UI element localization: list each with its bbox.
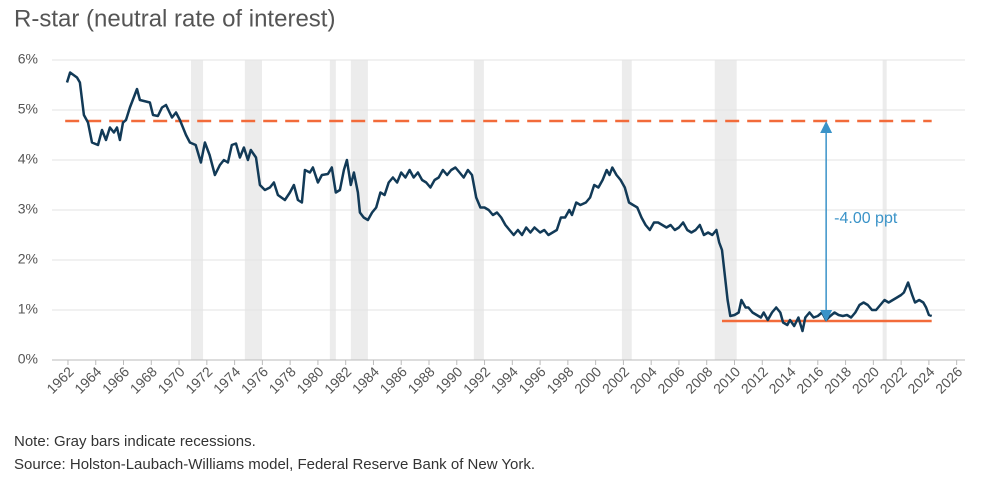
x-tick-label: 1998 [543,363,576,396]
x-tick-label: 1980 [293,363,326,396]
x-tick-label: 2022 [877,363,910,396]
y-tick-label: 3% [18,201,38,217]
arrow-head [820,121,833,133]
x-tick-label: 2012 [738,363,771,396]
arrow-head [820,310,833,322]
y-tick-label: 5% [18,101,38,117]
x-tick-label: 2004 [627,363,660,396]
x-tick-label: 1986 [377,363,410,396]
x-tick-label: 1984 [349,363,382,396]
x-tick-label: 1994 [488,363,521,396]
annotation-label: -4.00 ppt [834,210,898,227]
x-tick-label: 2010 [710,363,743,396]
x-tick-label: 2018 [821,363,854,396]
x-tick-label: 1976 [238,363,271,396]
y-tick-label: 6% [18,51,38,67]
note: Note: Gray bars indicate recessions. [14,433,256,450]
x-tick-label: 1970 [154,363,187,396]
x-tick-label: 1992 [460,363,493,396]
x-tick-label: 1966 [99,363,132,396]
source: Source: Holston-Laubach-Williams model, … [14,456,535,473]
x-tick-label: 1964 [71,363,104,396]
x-tick-label: 1982 [321,363,354,396]
chart-title: R-star (neutral rate of interest) [14,5,335,32]
y-tick-label: 2% [18,251,38,267]
x-tick-label: 2006 [654,363,687,396]
x-tick-label: 1962 [43,363,76,396]
x-tick-label: 1996 [515,363,548,396]
x-tick-label: 2000 [571,363,604,396]
data-line [65,71,933,333]
y-tick-label: 0% [18,351,38,367]
x-tick-label: 1978 [266,363,299,396]
x-tick-label: 2008 [682,363,715,396]
x-tick-label: 2026 [932,363,965,396]
x-tick-label: 1972 [182,363,215,396]
x-tick-label: 2002 [599,363,632,396]
x-tick-label: 2014 [765,363,798,396]
x-tick-label: 1990 [432,363,465,396]
x-tick-label: 2016 [793,363,826,396]
x-tick-label: 1974 [210,363,243,396]
x-tick-label: 1968 [127,363,160,396]
y-tick-label: 1% [18,301,38,317]
y-tick-label: 4% [18,151,38,167]
x-tick-label: 1988 [404,363,437,396]
x-tick-label: 2024 [904,363,937,396]
x-tick-label: 2020 [849,363,882,396]
